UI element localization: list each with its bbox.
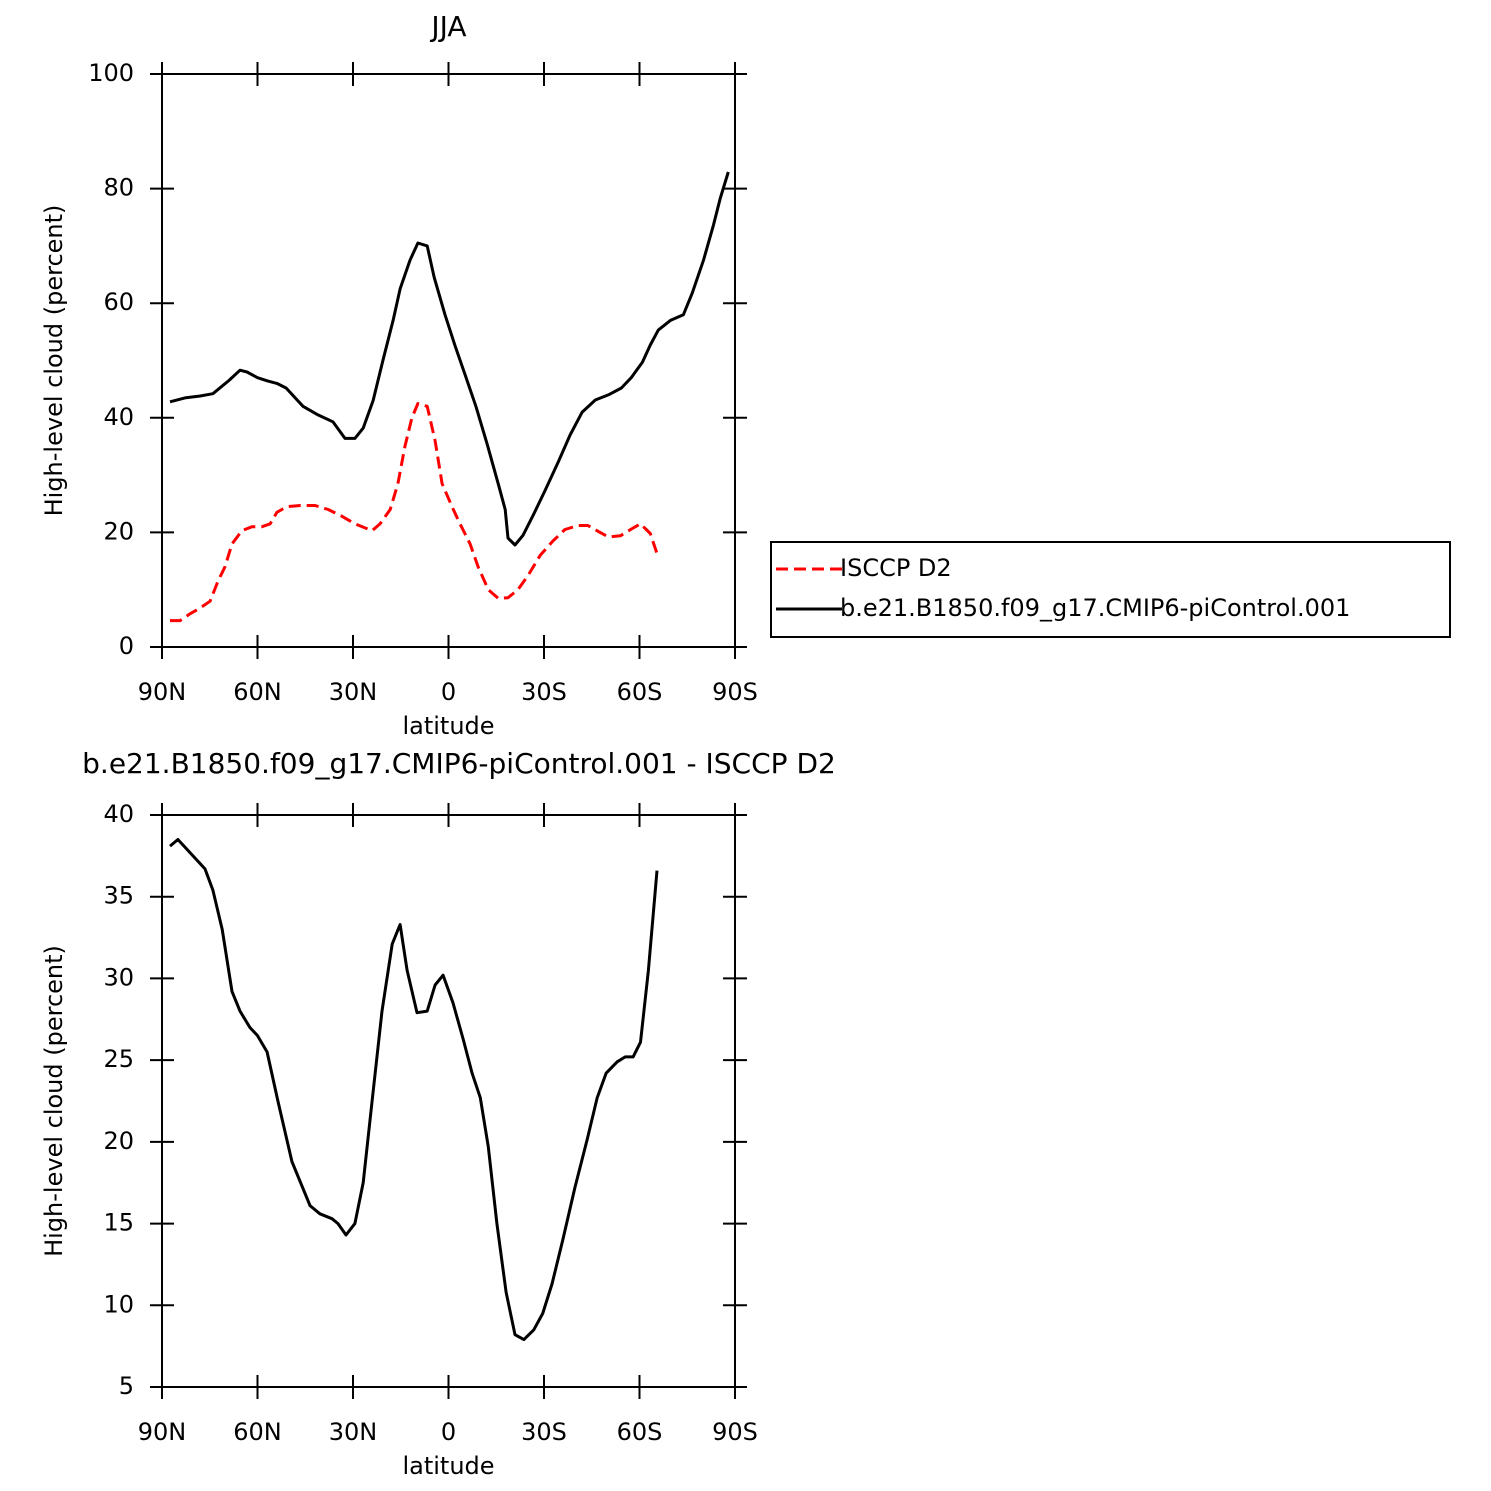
y-axis-label: High-level cloud (percent) [40, 945, 68, 1257]
x-tick-label: 60N [233, 678, 282, 706]
x-tick-label: 90N [138, 678, 187, 706]
legend-label: ISCCP D2 [840, 554, 952, 582]
y-tick-label: 40 [103, 403, 134, 431]
y-tick-label: 5 [119, 1372, 134, 1400]
plot-frame [161, 73, 736, 648]
x-tick-label: 90S [712, 678, 758, 706]
data-line [169, 838, 659, 1342]
y-tick-label: 10 [103, 1290, 134, 1318]
x-tick-label: 30S [521, 1418, 567, 1446]
x-tick-label: 30S [521, 678, 567, 706]
x-tick-label: 30N [329, 1418, 378, 1446]
y-tick-label: 25 [103, 1045, 134, 1073]
x-tick-label: 90S [712, 1418, 758, 1446]
y-tick-label: 30 [103, 963, 134, 991]
y-tick-label: 60 [103, 288, 134, 316]
chart-title: JJA [429, 10, 466, 43]
y-tick-label: 35 [103, 882, 134, 910]
data-line [170, 402, 659, 623]
x-tick-label: 60S [617, 1418, 663, 1446]
y-tick-label: 80 [103, 174, 134, 202]
chart-title: b.e21.B1850.f09_g17.CMIP6-piControl.001 … [82, 747, 836, 780]
plot-frame [161, 814, 736, 1388]
x-tick-label: 90N [138, 1418, 187, 1446]
y-tick-label: 15 [103, 1209, 134, 1237]
x-axis-label: latitude [402, 1452, 494, 1480]
x-tick-label: 0 [441, 678, 456, 706]
x-tick-label: 30N [329, 678, 378, 706]
y-tick-label: 20 [103, 517, 134, 545]
y-axis-label: High-level cloud (percent) [40, 205, 68, 517]
x-tick-label: 60N [233, 1418, 282, 1446]
y-tick-label: 0 [119, 632, 134, 660]
y-tick-label: 100 [88, 59, 134, 87]
y-tick-label: 20 [103, 1127, 134, 1155]
legend-label: b.e21.B1850.f09_g17.CMIP6-piControl.001 [840, 594, 1350, 622]
y-tick-label: 40 [103, 800, 134, 828]
legend-box [770, 541, 1451, 638]
x-axis-label: latitude [402, 712, 494, 740]
x-tick-label: 60S [617, 678, 663, 706]
x-tick-label: 0 [441, 1418, 456, 1446]
data-line [169, 171, 730, 547]
